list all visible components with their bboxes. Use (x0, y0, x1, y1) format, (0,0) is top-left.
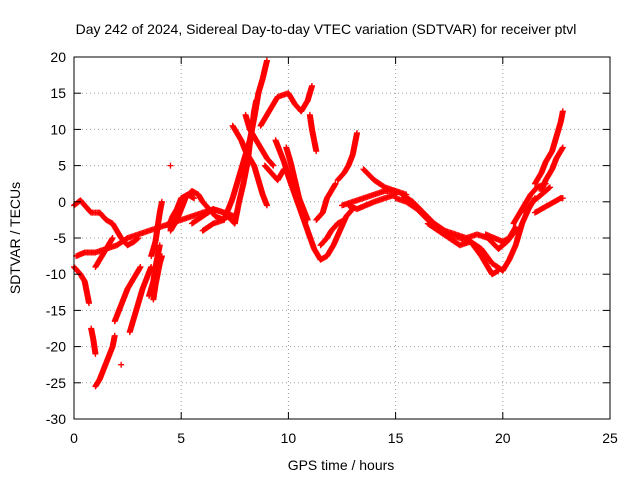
data-series (392, 195, 538, 274)
data-point (304, 216, 311, 223)
y-tick-label: -15 (46, 302, 66, 318)
data-points (71, 57, 566, 390)
data-series (167, 162, 174, 169)
data-series (92, 332, 118, 390)
data-series (242, 111, 277, 169)
y-tick-label: 15 (50, 85, 66, 101)
y-tick-label: 0 (58, 194, 66, 210)
y-tick-label: -20 (46, 339, 66, 355)
chart-title: Day 242 of 2024, Sidereal Day-to-day VTE… (76, 21, 577, 37)
data-series (345, 191, 399, 213)
data-series (272, 137, 356, 263)
data-series (229, 122, 270, 209)
data-series (88, 325, 99, 357)
axis-ticks (73, 56, 611, 420)
y-tick-label: -5 (54, 230, 67, 246)
data-point (341, 216, 348, 223)
data-point (269, 161, 276, 168)
data-point (559, 144, 566, 151)
data-point (546, 184, 553, 191)
data-series (482, 224, 519, 245)
data-series (306, 111, 320, 155)
data-series (538, 144, 566, 194)
data-series (92, 235, 116, 270)
data-series (334, 130, 361, 184)
x-tick-label: 10 (281, 430, 297, 446)
data-series (165, 191, 198, 231)
x-tick-label: 0 (70, 430, 78, 446)
gridlines (74, 57, 610, 419)
data-point (86, 300, 93, 307)
data-series (424, 220, 502, 278)
data-point (109, 235, 116, 241)
data-point (158, 253, 165, 260)
data-point (559, 195, 566, 202)
data-point (156, 242, 163, 249)
data-series (257, 82, 315, 129)
data-point (559, 108, 566, 115)
y-tick-label: 10 (50, 121, 66, 137)
data-series (313, 180, 339, 223)
data-series (150, 253, 165, 303)
data-series (118, 361, 125, 368)
data-series (71, 197, 142, 249)
x-tick-label: 20 (495, 430, 511, 446)
data-point (354, 130, 361, 137)
data-point (332, 180, 339, 187)
data-point (270, 162, 277, 169)
y-tick-label: -10 (46, 266, 66, 282)
data-point (263, 202, 270, 209)
data-series (510, 180, 549, 227)
data-point (512, 224, 519, 231)
data-point (137, 263, 144, 270)
y-tick-labels: 20 15 10 5 0 -5 -10 -15 -20 -25 -30 (46, 49, 66, 427)
y-tick-label: -25 (46, 375, 66, 391)
data-series (531, 195, 566, 216)
data-series (148, 198, 165, 260)
x-tick-label: 5 (177, 430, 185, 446)
y-tick-label: -30 (46, 411, 66, 427)
x-tick-label: 15 (388, 430, 404, 446)
data-point (118, 361, 125, 368)
data-series (521, 184, 553, 216)
data-point (308, 82, 315, 89)
data-point (253, 97, 260, 104)
data-series (71, 263, 93, 307)
data-point (92, 350, 99, 357)
y-axis-label: SDTVAR / TECUs (7, 182, 23, 294)
data-point (546, 185, 553, 192)
data-series (283, 144, 311, 223)
x-tick-labels: 0 5 10 15 20 25 (70, 430, 618, 446)
x-tick-label: 25 (602, 430, 618, 446)
data-point (313, 148, 320, 155)
data-point (495, 267, 502, 274)
data-point (167, 162, 174, 169)
y-tick-label: 5 (58, 158, 66, 174)
x-axis-label: GPS time / hours (288, 457, 395, 473)
data-point (158, 198, 165, 205)
data-series (317, 216, 348, 249)
data-point (111, 332, 118, 339)
y-tick-label: 20 (50, 49, 66, 65)
data-series (111, 263, 144, 325)
data-series (531, 108, 566, 187)
data-point (263, 57, 270, 64)
data-point (191, 195, 198, 202)
